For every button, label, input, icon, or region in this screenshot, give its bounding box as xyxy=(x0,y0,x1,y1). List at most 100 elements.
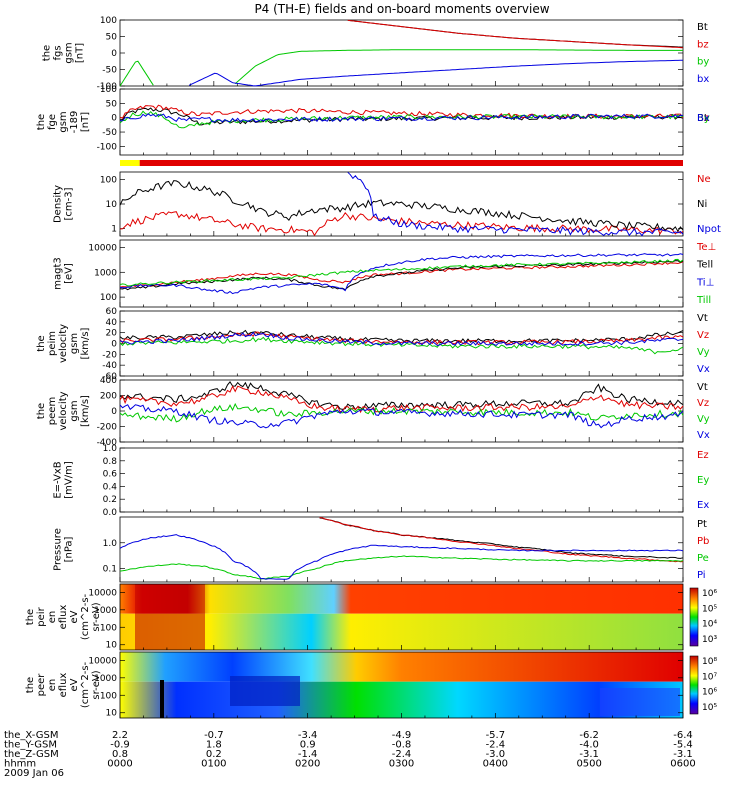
peem-ytick-label-1: 200 xyxy=(100,392,117,402)
peim-ytick-label-2: 20 xyxy=(106,329,118,339)
peem-ylabel-line-3: gsm xyxy=(69,400,80,421)
panel-peem: 400 200 0 -200 -400 thepeemvelocitygsm[km/s] V… xyxy=(36,376,710,448)
peir_spec-ylabel-line-3: eflux xyxy=(58,605,69,630)
peer_spec-ylabel-line-1: peer xyxy=(36,673,47,697)
peim-legend-Vx: Vx xyxy=(697,364,710,375)
peim-ylabel-line-1: peim xyxy=(47,331,58,356)
peem-ytick-label-4: -400 xyxy=(97,438,118,448)
peer_spec-ytick-label-0: 10000 xyxy=(88,656,117,666)
peem-legend-Vy: Vy xyxy=(697,414,710,425)
peim-ytick-label-4: -20 xyxy=(102,350,117,360)
ephem-the_X-GSM-6: -6.4 xyxy=(673,730,693,741)
ephem-hhmm-5: 0500 xyxy=(576,759,601,770)
pressure-series-Pb xyxy=(319,517,684,563)
panel-efield: 1.0 0.8 0.6 0.4 0.2 0.0 E=-VxB[mV/m] Ez Ey Ex xyxy=(53,444,710,518)
fge-ylabel: thefgegsm-189[nT] xyxy=(36,111,91,134)
fge-ytick-label-4: -100 xyxy=(97,142,118,152)
peir_spec-ylabel-line-0: the xyxy=(25,609,36,625)
temp-ylabel-line-0: magt3 xyxy=(53,257,64,290)
peim-ylabel-line-3: gsm xyxy=(69,333,80,354)
peer_spec-ylabel-line-3: eflux xyxy=(58,673,69,698)
fgs-ytick-label-4: -100 xyxy=(97,82,118,92)
peem-legend-Vt: Vt xyxy=(697,382,708,393)
temp-ytick-label-2: 100 xyxy=(100,293,117,303)
peir_spec-ytick-label-0: 10000 xyxy=(88,588,117,598)
temp-ylabel: magt3[eV] xyxy=(53,257,75,290)
peem-series-Vz xyxy=(119,385,684,414)
ephem-the_X-GSM-5: -6.2 xyxy=(579,730,599,741)
peer_spec-lower-band xyxy=(120,681,683,718)
peem-frame xyxy=(119,379,684,443)
peim-ylabel-line-4: [km/s] xyxy=(80,327,91,359)
panel-temp: 10000 1000 100 magt3[eV] Te⊥ Tell Ti⊥ Till xyxy=(53,239,716,308)
density-legend-Ni: Ni xyxy=(697,199,707,210)
ephemeris-table: the_X-GSM 2.2 -0.7 -3.4 -4.9 -5.7 -6.2 -6.4 the_… xyxy=(4,730,696,779)
fgs-ytick-label-0: 100 xyxy=(100,16,117,26)
ephem-label-the_Z-GSM: the_Z-GSM xyxy=(4,749,59,760)
density-ylabel-line-0: Density xyxy=(53,185,64,223)
ephem-hhmm-3: 0300 xyxy=(389,759,414,770)
panel-pressure: 1.0 0.1 Pressure[nPa] Pt Pb Pe Pi xyxy=(53,516,709,583)
peim-frame xyxy=(119,310,684,377)
fge-ylabel-line-3: -189 xyxy=(69,111,80,134)
peem-ylabel: thepeemvelocitygsm[km/s] xyxy=(36,391,91,430)
ephem-label-the_X-GSM: the_X-GSM xyxy=(4,730,58,741)
density-legend-Ne: Ne xyxy=(697,174,711,185)
fgs-ylabel-line-2: gsm xyxy=(64,42,75,63)
pressure-ytick-label-0: 1.0 xyxy=(103,539,118,549)
peir_spec-ytick-label-1: 1000 xyxy=(94,606,117,616)
fgs-series-Bt xyxy=(347,19,684,48)
efield-ylabel-line-1: [mV/m] xyxy=(64,461,75,499)
peir_spec-ytick-label-3: 10 xyxy=(106,641,118,651)
peem-series-Vy xyxy=(119,402,684,423)
temp-series-Ti⊥ xyxy=(119,253,684,295)
density-series-Ne xyxy=(119,211,684,237)
density-legend-Npot: Npot xyxy=(697,224,721,235)
peim-ytick-label-3: 0 xyxy=(111,340,117,350)
peir_spec-lower-band xyxy=(120,613,683,650)
peem-ytick-label-2: 0 xyxy=(111,407,117,417)
peer_spec-ylabel-line-2: en xyxy=(47,679,58,692)
mode-segment-1 xyxy=(139,160,683,166)
peir_spec-ylabel-line-2: en xyxy=(47,611,58,624)
peer_spec-ytick-label-1: 1000 xyxy=(94,674,117,684)
peer_spec-ylabel-line-6: sr-eV) xyxy=(91,670,102,699)
fgs-legend-by: by xyxy=(697,57,709,68)
ephem-hhmm-2: 0200 xyxy=(295,759,320,770)
efield-legend-Ey: Ey xyxy=(697,475,709,486)
ephem-the_Y-GSM-2: 0.9 xyxy=(300,740,316,751)
peim-series-Vt xyxy=(119,329,684,344)
peer_spec-ylabel-line-5: (cm^2-s- xyxy=(80,661,91,708)
peim-series-Vx xyxy=(119,331,684,347)
pressure-ylabel: Pressure[nPa] xyxy=(53,528,75,571)
fge-ytick-label-2: 0 xyxy=(111,114,117,124)
ephem-the_X-GSM-3: -4.9 xyxy=(392,730,412,741)
ephem-the_Z-GSM-3: -2.4 xyxy=(392,749,412,760)
fge-frame xyxy=(119,88,684,156)
efield-ytick-label-0: 1.0 xyxy=(103,444,118,454)
efield-ylabel-line-0: E=-VxB xyxy=(53,461,64,498)
ephem-hhmm-6: 0600 xyxy=(670,759,695,770)
temp-legend-Tell: Tell xyxy=(696,260,713,271)
efield-ytick-label-1: 0.8 xyxy=(103,457,118,467)
pressure-ylabel-line-1: [nPa] xyxy=(64,536,75,562)
peem-legend-Vz: Vz xyxy=(697,398,709,409)
density-series-Ni xyxy=(119,180,684,233)
efield-ytick-label-2: 0.6 xyxy=(103,470,118,480)
fgs-ylabel-line-0: the xyxy=(42,45,53,61)
peir_spec-ylabel-line-4: eV xyxy=(69,610,80,623)
peem-ylabel-line-2: velocity xyxy=(58,391,69,430)
peim-ytick-label-6: -60 xyxy=(102,372,117,382)
ephem-hhmm-1: 0100 xyxy=(201,759,226,770)
efield-ytick-label-3: 0.4 xyxy=(103,482,118,492)
fge-ytick-label-1: 50 xyxy=(106,99,118,109)
fgs-series-by xyxy=(119,49,683,87)
ephem-hhmm-0: 0000 xyxy=(107,759,132,770)
efield-legend-Ex: Ex xyxy=(697,500,709,511)
pressure-frame xyxy=(119,516,684,583)
pressure-legend-Pe: Pe xyxy=(697,553,709,564)
peer_spec-ylabel: thepeerenefluxeV(cm^2-s-sr-eV) xyxy=(25,661,102,708)
